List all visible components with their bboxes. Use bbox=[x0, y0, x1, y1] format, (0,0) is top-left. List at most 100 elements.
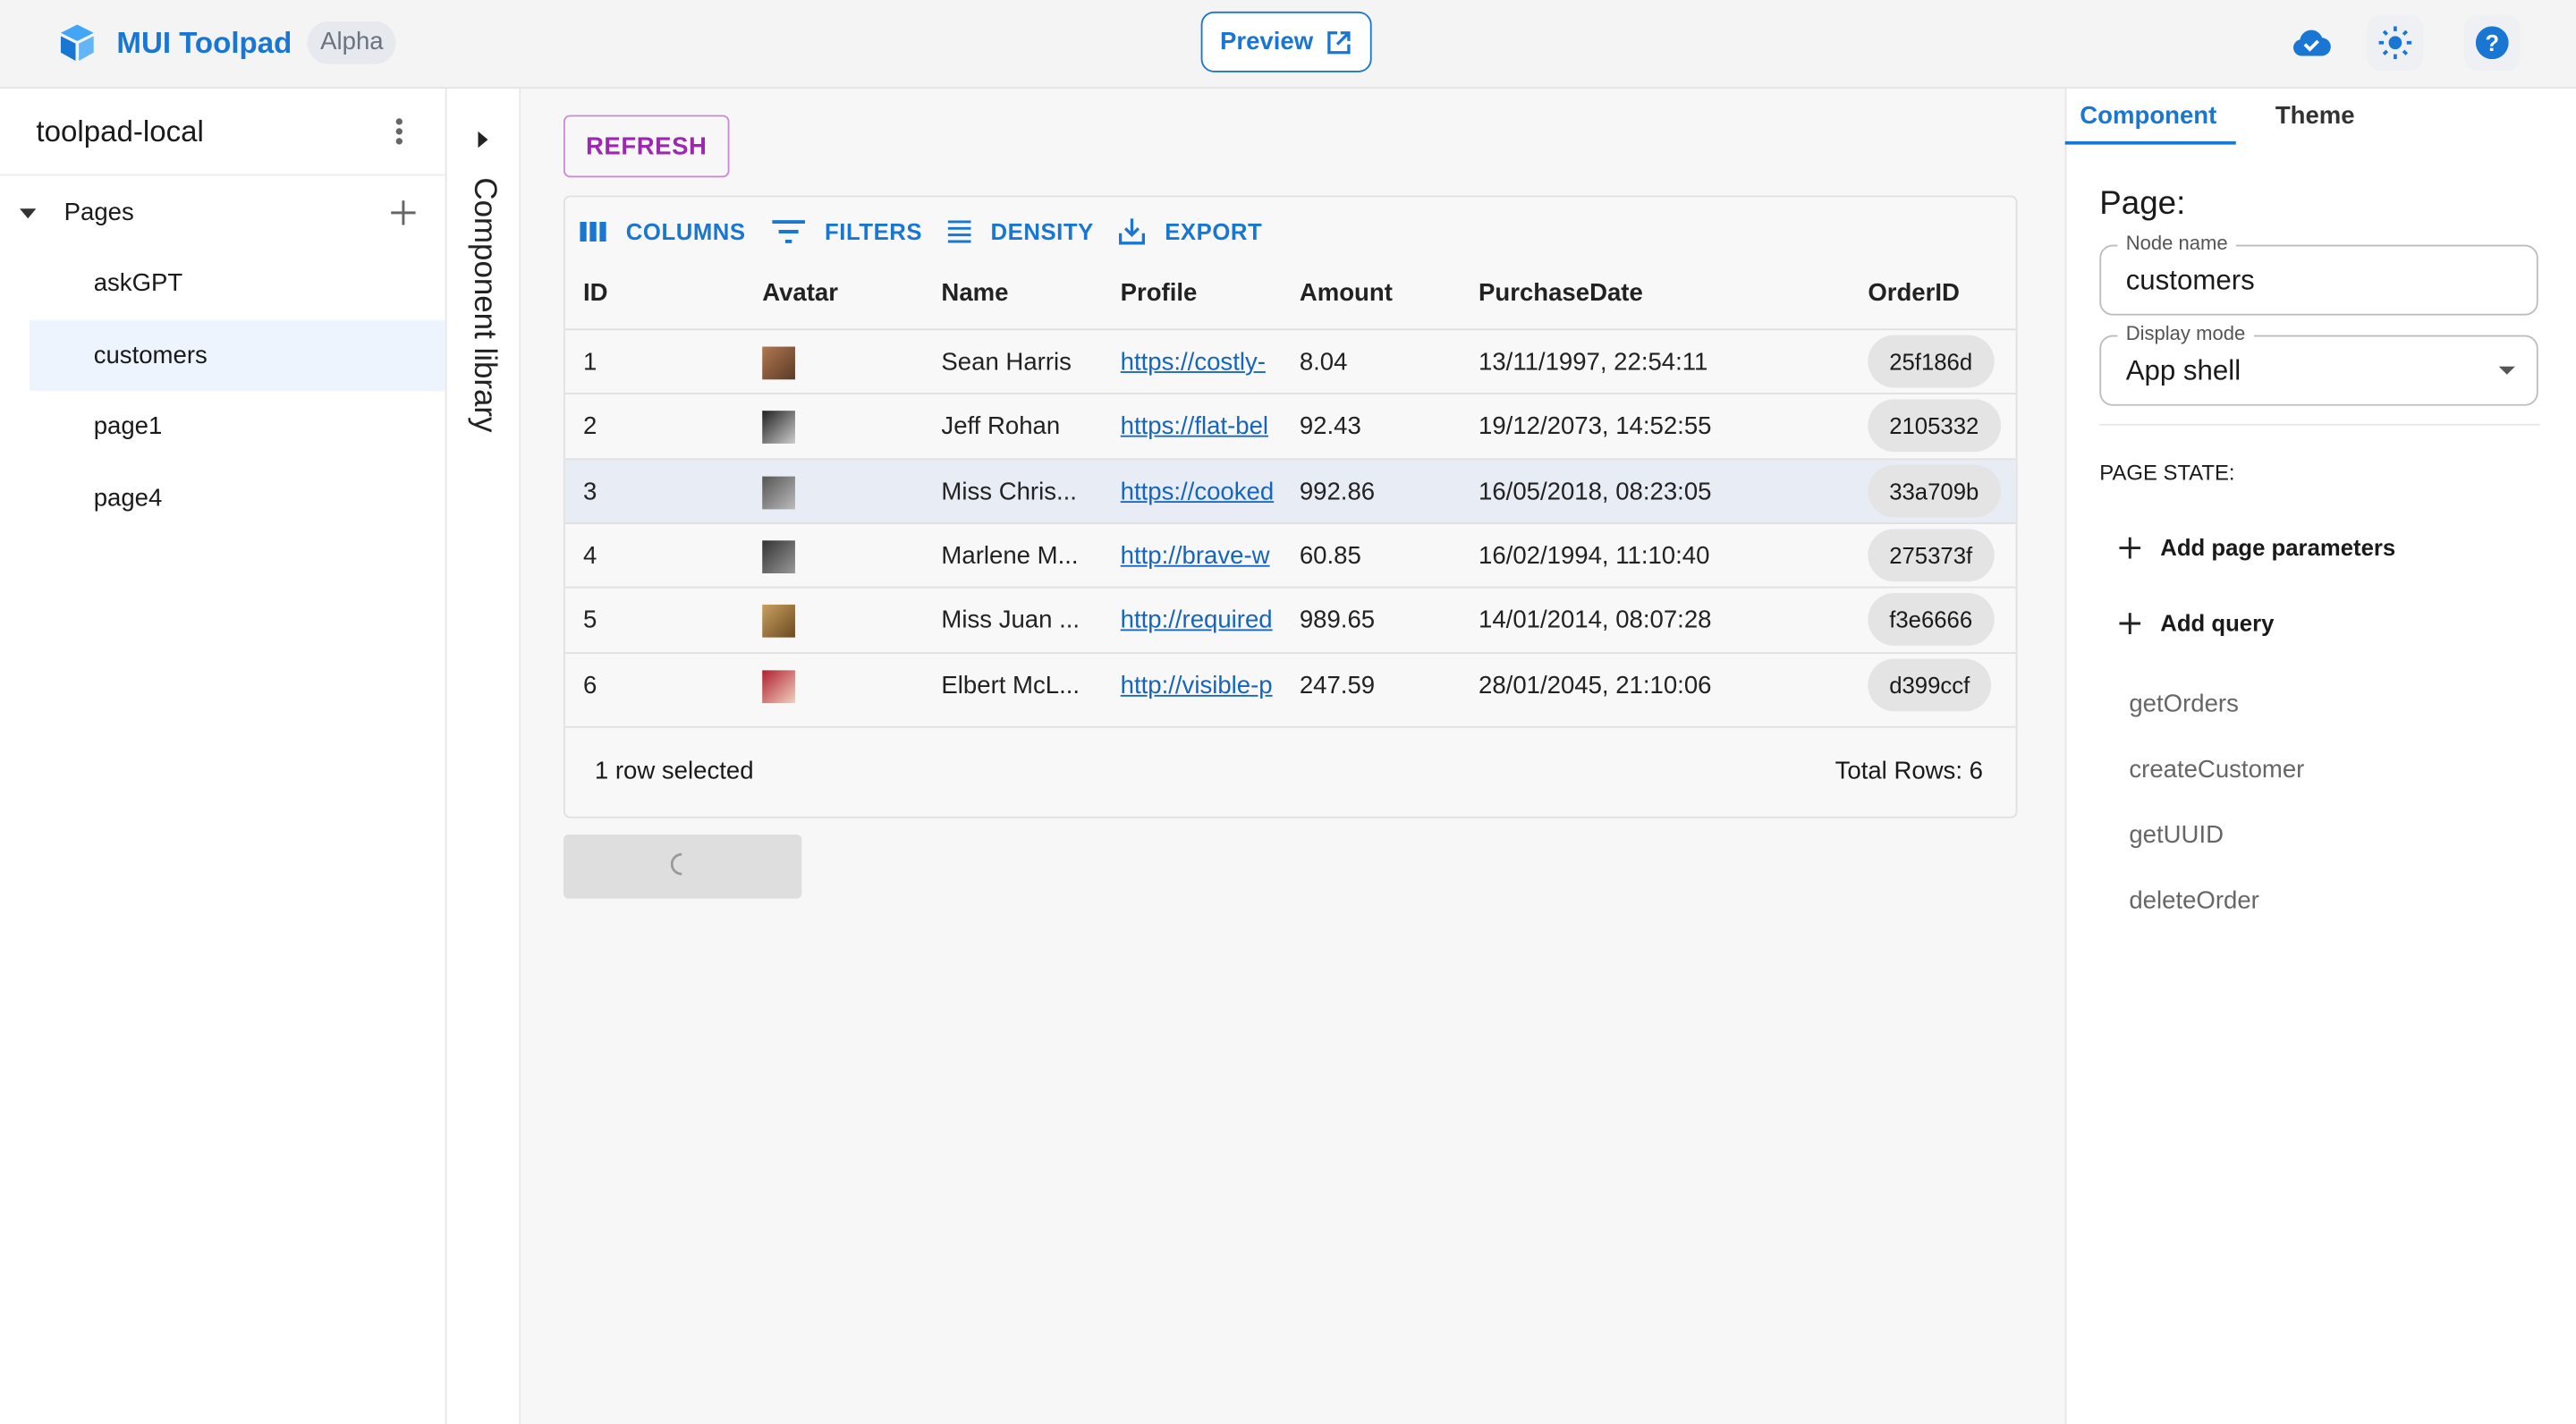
query-item[interactable]: getUUID bbox=[2129, 821, 2224, 850]
pages-tree-label[interactable]: Pages bbox=[64, 199, 134, 227]
table-row[interactable]: 5 Miss Juan ... http://required 989.65 1… bbox=[564, 587, 2016, 652]
selected-count: 1 row selected bbox=[594, 757, 754, 785]
order-id-chip: f3e6666 bbox=[1868, 593, 1995, 647]
add-query-label: Add query bbox=[2160, 609, 2275, 636]
tab-theme[interactable]: Theme bbox=[2275, 101, 2355, 131]
avatar-image bbox=[762, 669, 795, 703]
profile-link[interactable]: http://brave-w bbox=[1120, 541, 1270, 571]
profile-link[interactable]: https://costly- bbox=[1120, 348, 1266, 377]
columns-button[interactable]: COLUMNS bbox=[580, 216, 745, 249]
cell-name: Miss Chris... bbox=[941, 477, 1077, 505]
table-row[interactable]: 1 Sean Harris https://costly- 8.04 13/11… bbox=[564, 328, 2016, 394]
table-row[interactable]: 3 Miss Chris... https://cooked 992.86 16… bbox=[564, 457, 2016, 524]
cell-purchase-date: 13/11/1997, 22:54:11 bbox=[1479, 348, 1708, 377]
column-header-profile[interactable]: Profile bbox=[1120, 279, 1198, 308]
profile-link[interactable]: http://required bbox=[1120, 606, 1273, 635]
cell-purchase-date: 28/01/2045, 21:10:06 bbox=[1479, 671, 1712, 699]
help-icon: ? bbox=[2475, 26, 2509, 60]
page-item-page1[interactable]: page1 bbox=[93, 412, 163, 441]
node-name-field[interactable]: Node name customers bbox=[2099, 231, 2538, 316]
column-header-id[interactable]: ID bbox=[583, 279, 608, 308]
query-item[interactable]: getOrders bbox=[2129, 690, 2239, 718]
cell-id: 1 bbox=[583, 348, 597, 377]
add-query-button[interactable]: Add query bbox=[2119, 609, 2275, 636]
column-header-purchasedate[interactable]: PurchaseDate bbox=[1479, 279, 1643, 308]
cell-amount: 989.65 bbox=[1299, 606, 1376, 635]
display-mode-value: App shell bbox=[2125, 354, 2241, 386]
export-button[interactable]: EXPORT bbox=[1118, 216, 1263, 249]
more-vert-icon[interactable] bbox=[394, 116, 404, 146]
columns-label: COLUMNS bbox=[625, 218, 746, 245]
query-item[interactable]: createCustomer bbox=[2129, 755, 2305, 784]
filters-button[interactable]: FILTERS bbox=[772, 216, 922, 249]
cell-name: Sean Harris bbox=[941, 348, 1072, 377]
avatar-image bbox=[762, 346, 795, 380]
page-item-customers[interactable]: customers bbox=[30, 320, 445, 392]
cell-id: 4 bbox=[583, 541, 597, 571]
loading-button[interactable] bbox=[563, 835, 802, 899]
page-heading: Page: bbox=[2099, 185, 2186, 222]
add-page-icon[interactable] bbox=[391, 200, 416, 225]
column-header-amount[interactable]: Amount bbox=[1299, 279, 1393, 308]
avatar-image bbox=[762, 475, 795, 509]
cell-id: 6 bbox=[583, 671, 597, 699]
order-id-chip: 33a709b bbox=[1868, 464, 2001, 517]
tab-component[interactable]: Component bbox=[2080, 101, 2217, 131]
profile-link[interactable]: https://flat-bel bbox=[1120, 412, 1269, 441]
cell-id: 2 bbox=[583, 412, 597, 441]
cell-purchase-date: 19/12/2073, 14:52:55 bbox=[1479, 412, 1712, 441]
cloud-done-icon[interactable] bbox=[2292, 26, 2331, 59]
export-label: EXPORT bbox=[1165, 218, 1263, 245]
node-name-value: customers bbox=[2125, 264, 2255, 296]
open-in-new-icon bbox=[1327, 30, 1352, 54]
plus-icon bbox=[2119, 536, 2141, 558]
add-page-parameters-button[interactable]: Add page parameters bbox=[2119, 534, 2395, 560]
page-item-page4[interactable]: page4 bbox=[93, 484, 163, 513]
display-mode-select[interactable]: Display mode App shell bbox=[2099, 321, 2538, 406]
avatar-image bbox=[762, 411, 795, 445]
avatar-image bbox=[762, 540, 795, 573]
column-header-avatar[interactable]: Avatar bbox=[762, 279, 838, 308]
sun-icon bbox=[2378, 26, 2412, 60]
expand-right-icon[interactable] bbox=[478, 131, 488, 148]
order-id-chip: 275373f bbox=[1868, 529, 1995, 581]
table-row[interactable]: 2 Jeff Rohan https://flat-bel 92.43 19/1… bbox=[564, 393, 2016, 459]
help-button[interactable]: ? bbox=[2464, 14, 2521, 71]
pages-sidebar bbox=[0, 89, 447, 1424]
toolpad-logo-icon bbox=[60, 24, 94, 61]
cell-amount: 92.43 bbox=[1299, 412, 1361, 441]
component-library-panel[interactable] bbox=[446, 89, 521, 1424]
preview-button[interactable]: Preview bbox=[1200, 11, 1372, 72]
page-item-askgpt[interactable]: askGPT bbox=[93, 269, 183, 298]
column-header-name[interactable]: Name bbox=[941, 279, 1009, 308]
tab-indicator bbox=[2064, 140, 2236, 145]
column-header-orderid[interactable]: OrderID bbox=[1868, 279, 1960, 308]
profile-link[interactable]: http://visible-p bbox=[1120, 671, 1273, 699]
expand-arrow-icon[interactable] bbox=[20, 207, 37, 220]
cell-purchase-date: 16/02/1994, 11:10:40 bbox=[1479, 541, 1710, 571]
table-row[interactable]: 4 Marlene M... http://brave-w 60.85 16/0… bbox=[564, 521, 2016, 588]
refresh-button[interactable]: REFRESH bbox=[563, 114, 730, 178]
theme-toggle-button[interactable] bbox=[2367, 14, 2424, 71]
cell-amount: 247.59 bbox=[1299, 671, 1376, 699]
density-label: DENSITY bbox=[990, 218, 1094, 245]
cell-name: Marlene M... bbox=[941, 541, 1079, 571]
table-row[interactable]: 6 Elbert McL... http://visible-p 247.59 … bbox=[564, 651, 2016, 716]
display-mode-label: Display mode bbox=[2117, 321, 2254, 345]
cell-name: Jeff Rohan bbox=[941, 412, 1061, 441]
order-id-chip: d399ccf bbox=[1868, 657, 1992, 711]
project-name: toolpad-local bbox=[36, 114, 204, 148]
app-title: MUI Toolpad bbox=[116, 26, 292, 60]
preview-label: Preview bbox=[1220, 28, 1314, 56]
columns-icon bbox=[580, 221, 606, 242]
profile-link[interactable]: https://cooked bbox=[1120, 477, 1275, 505]
component-library-label[interactable]: Component library bbox=[466, 177, 502, 433]
query-item[interactable]: deleteOrder bbox=[2129, 886, 2259, 916]
density-button[interactable]: DENSITY bbox=[947, 216, 1094, 249]
avatar-image bbox=[762, 605, 795, 638]
order-id-chip: 2105332 bbox=[1868, 399, 2001, 453]
page-state-label: PAGE STATE: bbox=[2099, 460, 2235, 485]
svg-text:?: ? bbox=[2485, 31, 2499, 56]
add-page-parameters-label: Add page parameters bbox=[2160, 533, 2396, 561]
plus-icon bbox=[2119, 612, 2141, 634]
